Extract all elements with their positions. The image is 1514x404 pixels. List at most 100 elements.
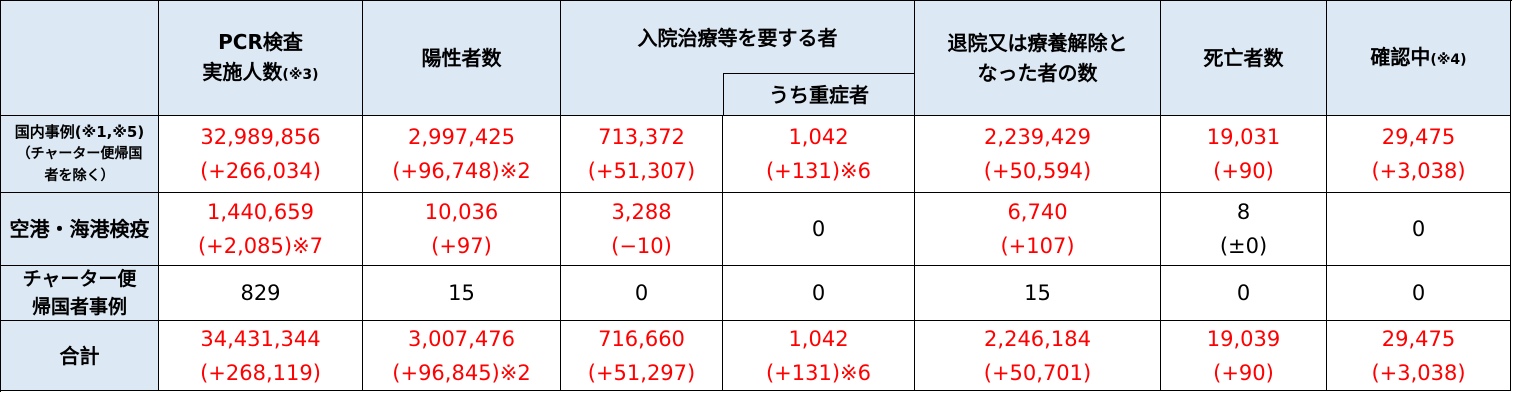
data-cell: 0 <box>561 266 723 321</box>
row-label-text: 帰国者事例 <box>31 296 127 318</box>
cell-change-line: (+50,701) <box>984 356 1091 390</box>
cell-change: (+131) <box>765 159 841 183</box>
header-note: (※3) <box>282 66 319 83</box>
header-cell: 確認中(※4) <box>1327 1 1511 116</box>
cell-note: ※7 <box>292 234 324 258</box>
data-cell: 0 <box>1161 266 1327 321</box>
cell-change: (+2,085) <box>197 234 293 258</box>
cell-change-line: (+131)※6 <box>766 356 871 390</box>
row-label: 合計 <box>1 321 159 391</box>
cell-value: 2,997,425 <box>408 125 515 149</box>
header-line: 退院又は療養解除と <box>948 28 1128 58</box>
subheader-text: うち重症者 <box>769 82 869 107</box>
data-cell: 2,246,184 (+50,701) <box>915 321 1161 391</box>
cell-value: 29,475 <box>1381 326 1456 351</box>
header-line: 陽性者数 <box>422 43 502 73</box>
cell-change-line: (+131)※6 <box>766 154 871 188</box>
cell-note: ※2 <box>499 159 531 183</box>
data-cell: 29,475 (+3,038) <box>1327 116 1511 193</box>
cell-change-line: (+97) <box>431 229 492 263</box>
data-cell: 2,239,429 (+50,594) <box>915 116 1161 193</box>
cell-change: (+97) <box>431 234 492 258</box>
cell-value: 0 <box>811 217 826 241</box>
cell-value: 1,440,659 <box>207 200 314 224</box>
cell-value: 0 <box>634 281 649 305</box>
header-text: 退院又は療養解除と <box>947 31 1128 55</box>
data-cell: 3,007,476 (+96,845)※2 <box>363 321 561 391</box>
cell-value: 716,660 <box>598 326 685 351</box>
cell-change-line: (+3,038) <box>1371 154 1465 188</box>
cell-note: ※6 <box>840 159 872 183</box>
header-text: PCR検査 <box>218 29 303 54</box>
header-note: (※4) <box>1430 51 1467 68</box>
cell-value: 34,431,344 <box>200 326 321 351</box>
page: PCR検査 実施人数(※3) 陽性者数 入院治療等を要する者 うち重症者 退院又は療養解除… <box>0 0 1512 392</box>
cell-change: (+3,038) <box>1371 360 1466 385</box>
data-cell: 29,475 (+3,038) <box>1327 321 1511 391</box>
row-label: 空港・海港検疫 <box>1 193 159 266</box>
cell-change: (+131) <box>765 360 841 385</box>
cell-value: 8 <box>1236 200 1251 224</box>
data-cell: 2,997,425 (+96,748)※2 <box>363 116 561 193</box>
data-cell: 6,740 (+107) <box>915 193 1161 266</box>
cell-value: 19,031 <box>1206 125 1281 149</box>
cell-change-line: (+96,845)※2 <box>392 356 530 390</box>
cell-change-line: (+266,034) <box>200 154 321 188</box>
cell-change: (+266,034) <box>200 159 321 183</box>
header-text: 陽性者数 <box>421 46 502 70</box>
corner-cell <box>1 1 159 116</box>
cell-change-line: (+51,307) <box>588 154 695 188</box>
cell-note: ※2 <box>499 360 531 385</box>
cell-change: (+96,748) <box>392 159 500 183</box>
cell-change-line: (+90) <box>1213 356 1274 390</box>
header-line: 実施人数(※3) <box>202 57 318 90</box>
data-cell: 0 <box>1327 193 1511 266</box>
cell-value: 3,288 <box>611 200 672 224</box>
data-cell: 0 <box>723 193 915 266</box>
data-cell: 716,660 (+51,297) <box>561 321 723 391</box>
cell-change: (+51,297) <box>587 360 696 385</box>
data-cell: 3,288 (−10) <box>561 193 723 266</box>
cell-value: 29,475 <box>1381 125 1456 149</box>
cell-change-line: (+51,297) <box>588 356 695 390</box>
data-cell: 1,042 (+131)※6 <box>723 116 915 193</box>
data-cell: 0 <box>723 266 915 321</box>
cell-change-line: (+50,594) <box>984 154 1091 188</box>
header-line: PCR検査 <box>218 27 303 57</box>
row-label-text: 空港・海港検疫 <box>9 217 150 241</box>
row-label-text: 者を除く） <box>44 168 115 184</box>
data-cell: 34,431,344 (+268,119) <box>159 321 363 391</box>
cell-change-line: (±0) <box>1220 229 1267 263</box>
data-cell: 829 <box>159 266 363 321</box>
cell-value: 0 <box>1236 281 1251 305</box>
cell-change: (+90) <box>1213 360 1274 385</box>
header-line: なった者の数 <box>978 58 1098 88</box>
cell-change-line: (+107) <box>1000 229 1074 263</box>
data-cell: 19,031 (+90) <box>1161 116 1327 193</box>
cell-value: 0 <box>1411 217 1426 241</box>
cell-change-line: (+3,038) <box>1371 356 1465 390</box>
cell-change: (−10) <box>611 234 672 258</box>
cell-value: 2,246,184 <box>984 326 1091 351</box>
header-line: 確認中(※4) <box>1370 42 1466 75</box>
header-cell: 死亡者数 <box>1161 1 1327 116</box>
header-cell: 陽性者数 <box>363 1 561 116</box>
subheader-cell: うち重症者 <box>723 73 915 116</box>
cell-change-line: (+90) <box>1213 154 1274 188</box>
cell-change: (±0) <box>1219 234 1268 258</box>
cell-change-line: (−10) <box>611 229 672 263</box>
data-cell: 10,036 (+97) <box>363 193 561 266</box>
cell-change-line: (+2,085)※7 <box>198 229 323 263</box>
cell-change: (+50,594) <box>983 159 1092 183</box>
header-text: 確認中 <box>1370 44 1431 69</box>
data-cell: 1,440,659 (+2,085)※7 <box>159 193 363 266</box>
data-cell: 8 (±0) <box>1161 193 1327 266</box>
cell-value: 0 <box>1411 281 1426 305</box>
cell-change: (+268,119) <box>200 360 321 385</box>
header-cell: PCR検査実施人数(※3) <box>159 1 363 116</box>
header-line: 死亡者数 <box>1204 43 1284 73</box>
cell-note: ※6 <box>840 360 872 385</box>
row-label-text: 合計 <box>59 343 100 368</box>
cell-change-line: (+96,748)※2 <box>392 154 530 188</box>
cell-change: (+90) <box>1213 159 1274 183</box>
